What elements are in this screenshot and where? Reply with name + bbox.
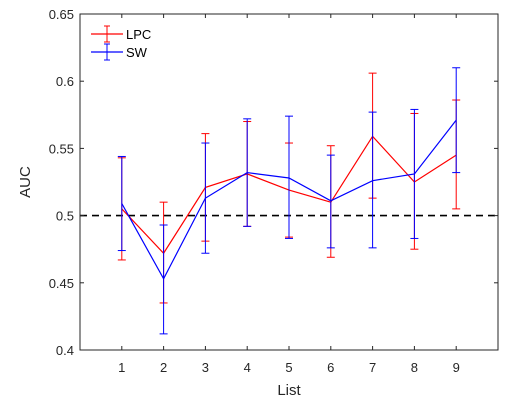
legend-item-lpc: LPC <box>91 25 151 43</box>
x-tick-label-5: 5 <box>285 360 292 375</box>
y-tick-label-0.4: 0.4 <box>56 343 74 358</box>
series-layer <box>117 67 461 335</box>
legend: LPC SW <box>91 25 151 61</box>
x-tick-label-6: 6 <box>327 360 334 375</box>
x-tick-label-3: 3 <box>202 360 209 375</box>
legend-item-sw: SW <box>91 43 148 61</box>
x-axis-label: List <box>277 382 301 399</box>
y-tick-label-0.55: 0.55 <box>49 141 74 156</box>
y-tick-label-0.5: 0.5 <box>56 209 74 224</box>
x-tick-label-7: 7 <box>369 360 376 375</box>
y-axis-label: AUC <box>17 166 34 198</box>
x-tick-label-2: 2 <box>160 360 167 375</box>
x-tick-label-9: 9 <box>453 360 460 375</box>
x-tick-label-4: 4 <box>244 360 251 375</box>
x-tick-label-1: 1 <box>118 360 125 375</box>
legend-label-sw: SW <box>126 45 148 60</box>
y-tick-label-0.65: 0.65 <box>49 7 74 22</box>
sw-line <box>121 119 457 281</box>
x-tick-label-8: 8 <box>411 360 418 375</box>
series-sw <box>117 67 461 335</box>
axes-layer: 1 2 3 4 5 6 7 8 9 0.4 0.45 0.5 0.55 0.6 0.65 <box>49 7 499 375</box>
y-tick-label-0.45: 0.45 <box>49 276 74 291</box>
y-tick-label-0.6: 0.6 <box>56 74 74 89</box>
legend-label-lpc: LPC <box>126 27 151 42</box>
